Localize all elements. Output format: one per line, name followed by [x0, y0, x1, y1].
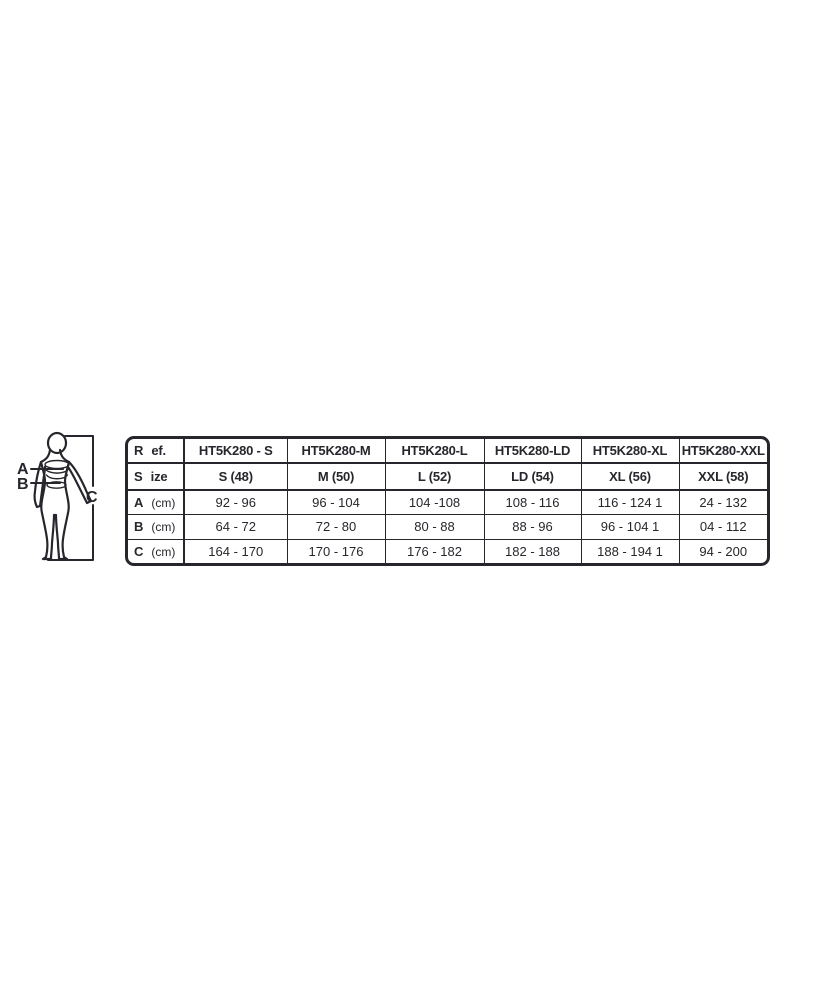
- table-row-measure-b: B (cm) 64 - 72 72 - 80 80 - 88 88 - 96 96…: [128, 514, 767, 540]
- row-label-c: C (cm): [128, 539, 185, 563]
- size-cell: XL (56): [580, 463, 679, 491]
- row-label-rest: ef.: [151, 443, 166, 459]
- measurement-cell: 108 - 116: [483, 489, 581, 516]
- chest-band-arc-2: [45, 474, 69, 480]
- measurement-cell: 96 - 104 1: [580, 514, 679, 540]
- measurement-cell: 164 - 170: [183, 539, 287, 563]
- figure-right-arm: [66, 460, 93, 505]
- row-label-rest: (cm): [151, 495, 176, 510]
- measurement-cell: 64 - 72: [183, 514, 287, 540]
- measurement-cell: 04 - 112: [678, 514, 767, 540]
- row-label-rest: ize: [150, 468, 168, 484]
- chest-band-arc-1: [44, 468, 70, 474]
- measurement-cell: 116 - 124 1: [580, 489, 679, 516]
- ref-cell: HT5K280-L: [384, 439, 484, 465]
- ref-cell: HT5K280-LD: [483, 439, 581, 465]
- measurement-cell: 176 - 182: [384, 539, 484, 563]
- measurement-cell: 72 - 80: [286, 514, 385, 540]
- measurement-cell: 96 - 104: [286, 489, 385, 516]
- measurement-label-a: A: [17, 461, 29, 478]
- size-cell: M (50): [286, 463, 385, 491]
- height-bracket-top: [64, 435, 94, 487]
- measurement-label-c: C: [86, 489, 98, 506]
- chest-band: [44, 459, 70, 470]
- row-label-key: R: [134, 443, 144, 459]
- measurement-cell: 80 - 88: [384, 514, 484, 540]
- ref-cell: HT5K280-XL: [580, 439, 679, 465]
- ref-cell: HT5K280 - S: [183, 439, 287, 465]
- figure-outline: [39, 448, 71, 561]
- body-measurement-figure: A B C: [17, 431, 98, 561]
- measurement-label-b: B: [17, 476, 29, 493]
- row-label-rest: (cm): [151, 544, 176, 559]
- row-label-key: A: [134, 494, 144, 510]
- measurement-cell: 182 - 188: [483, 539, 581, 563]
- size-cell: S (48): [183, 463, 287, 491]
- figure-head: [46, 431, 68, 455]
- row-label-key: C: [134, 543, 144, 559]
- size-cell: LD (54): [483, 463, 581, 491]
- table-row-measure-a: A (cm) 92 - 96 96 - 104 104 -108 108 - 11…: [128, 489, 767, 516]
- size-cell: L (52): [384, 463, 484, 491]
- measurement-cell: 94 - 200: [678, 539, 767, 563]
- row-label-b: B (cm): [128, 514, 185, 540]
- row-label-key: B: [134, 519, 144, 535]
- ref-cell: HT5K280-M: [286, 439, 385, 465]
- measurement-cell: 24 - 132: [678, 489, 767, 516]
- row-label-a: A (cm): [128, 489, 185, 516]
- table-row-measure-c: C (cm) 164 - 170 170 - 176 176 - 182 182 …: [128, 539, 767, 563]
- measurement-cell: 188 - 194 1: [580, 539, 679, 563]
- measurement-cell: 92 - 96: [183, 489, 287, 516]
- measurement-cell: 88 - 96: [483, 514, 581, 540]
- measurement-cell: 104 -108: [384, 489, 484, 516]
- height-bracket-bottom: [47, 504, 94, 561]
- row-label-rest: (cm): [151, 520, 176, 535]
- ref-cell: HT5K280-XXL: [678, 439, 767, 465]
- measurement-cell: 170 - 176: [286, 539, 385, 563]
- row-label-key: S: [134, 468, 143, 484]
- waist-band: [46, 481, 67, 489]
- size-cell: XXL (58): [678, 463, 767, 491]
